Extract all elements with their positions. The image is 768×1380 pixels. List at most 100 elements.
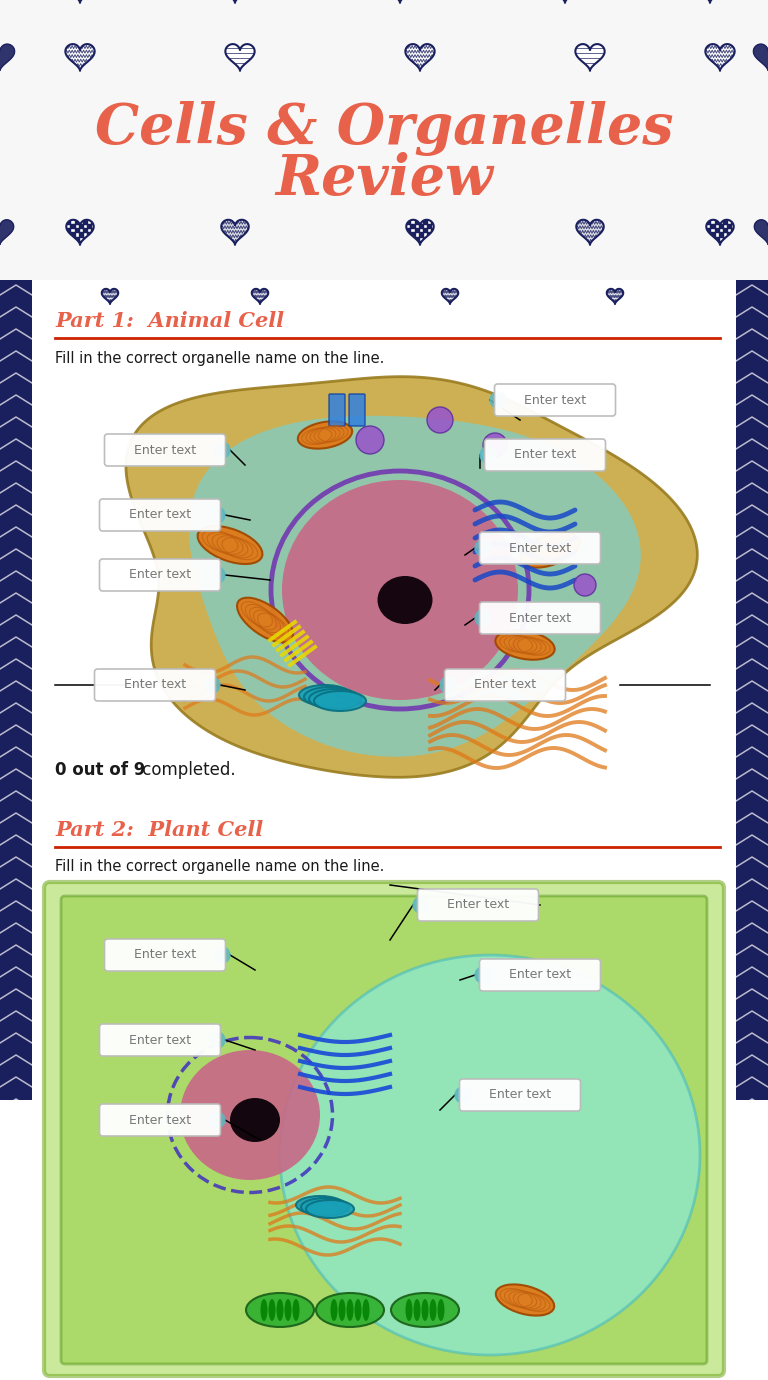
- Ellipse shape: [296, 1196, 344, 1214]
- Circle shape: [209, 567, 225, 582]
- Bar: [715, 219, 719, 224]
- FancyBboxPatch shape: [479, 533, 601, 564]
- Ellipse shape: [391, 1293, 459, 1328]
- Bar: [723, 228, 727, 232]
- Bar: [74, 219, 79, 224]
- Circle shape: [209, 506, 225, 523]
- Text: Cells & Organelles: Cells & Organelles: [94, 101, 674, 156]
- Bar: [423, 219, 427, 224]
- Ellipse shape: [438, 1299, 445, 1321]
- Bar: [88, 232, 91, 236]
- Ellipse shape: [197, 526, 263, 564]
- Bar: [707, 236, 710, 240]
- Polygon shape: [0, 219, 14, 244]
- Bar: [719, 224, 723, 228]
- Bar: [432, 219, 435, 224]
- Circle shape: [413, 897, 429, 914]
- Text: Enter text: Enter text: [447, 898, 509, 912]
- Ellipse shape: [309, 689, 361, 709]
- Polygon shape: [386, 0, 414, 3]
- FancyBboxPatch shape: [104, 433, 226, 466]
- Polygon shape: [753, 44, 768, 70]
- FancyBboxPatch shape: [736, 280, 768, 1100]
- Ellipse shape: [406, 1299, 412, 1321]
- Bar: [427, 232, 432, 236]
- Circle shape: [209, 1112, 225, 1127]
- Ellipse shape: [269, 1299, 276, 1321]
- Bar: [74, 228, 79, 232]
- Bar: [415, 219, 419, 224]
- Ellipse shape: [298, 421, 353, 448]
- FancyBboxPatch shape: [100, 500, 220, 531]
- Ellipse shape: [237, 598, 293, 642]
- Bar: [91, 236, 96, 240]
- FancyBboxPatch shape: [349, 395, 365, 426]
- Text: Enter text: Enter text: [134, 948, 196, 962]
- Circle shape: [440, 678, 456, 693]
- Ellipse shape: [422, 1299, 429, 1321]
- Ellipse shape: [355, 1299, 362, 1321]
- Bar: [731, 236, 736, 240]
- FancyBboxPatch shape: [104, 938, 226, 972]
- Bar: [410, 224, 415, 228]
- Polygon shape: [252, 288, 268, 304]
- FancyBboxPatch shape: [61, 896, 707, 1363]
- Circle shape: [480, 447, 496, 464]
- Ellipse shape: [495, 631, 554, 660]
- Ellipse shape: [483, 433, 507, 457]
- Text: Review: Review: [275, 153, 493, 207]
- Ellipse shape: [276, 1299, 283, 1321]
- Circle shape: [475, 540, 491, 556]
- Bar: [79, 224, 83, 228]
- Ellipse shape: [521, 533, 580, 567]
- Polygon shape: [0, 44, 15, 70]
- Bar: [419, 224, 423, 228]
- Polygon shape: [551, 0, 579, 3]
- Text: Enter text: Enter text: [509, 611, 571, 625]
- Bar: [419, 232, 423, 236]
- Bar: [415, 236, 419, 240]
- Circle shape: [490, 392, 506, 408]
- FancyBboxPatch shape: [0, 280, 32, 1100]
- Text: Enter text: Enter text: [129, 508, 191, 522]
- Polygon shape: [754, 219, 768, 244]
- Circle shape: [214, 947, 230, 963]
- Bar: [71, 240, 74, 246]
- Ellipse shape: [260, 1299, 267, 1321]
- FancyBboxPatch shape: [100, 1024, 220, 1056]
- FancyBboxPatch shape: [100, 1104, 220, 1136]
- Ellipse shape: [413, 1299, 421, 1321]
- Polygon shape: [102, 288, 118, 304]
- Text: Enter text: Enter text: [129, 569, 191, 581]
- Ellipse shape: [299, 684, 351, 705]
- Bar: [710, 224, 715, 228]
- Bar: [410, 240, 415, 246]
- Polygon shape: [697, 0, 723, 3]
- Bar: [415, 228, 419, 232]
- Ellipse shape: [316, 1293, 384, 1328]
- FancyBboxPatch shape: [329, 395, 345, 426]
- Bar: [719, 240, 723, 246]
- Bar: [406, 228, 410, 232]
- Text: Enter text: Enter text: [524, 393, 586, 407]
- Polygon shape: [575, 44, 604, 70]
- Ellipse shape: [280, 955, 700, 1355]
- Bar: [727, 232, 731, 236]
- Bar: [731, 219, 736, 224]
- Bar: [88, 240, 91, 246]
- Text: 0 out of 9: 0 out of 9: [55, 760, 145, 778]
- Circle shape: [214, 442, 230, 458]
- Ellipse shape: [378, 575, 432, 624]
- Bar: [707, 219, 710, 224]
- Bar: [91, 219, 96, 224]
- Polygon shape: [221, 219, 249, 244]
- Bar: [715, 228, 719, 232]
- FancyBboxPatch shape: [479, 959, 601, 991]
- Ellipse shape: [230, 1098, 280, 1143]
- Bar: [79, 232, 83, 236]
- Text: Part 2:  Plant Cell: Part 2: Plant Cell: [55, 820, 263, 840]
- Text: Enter text: Enter text: [129, 1034, 191, 1046]
- FancyBboxPatch shape: [485, 439, 605, 471]
- Circle shape: [209, 1032, 225, 1047]
- Polygon shape: [406, 219, 434, 244]
